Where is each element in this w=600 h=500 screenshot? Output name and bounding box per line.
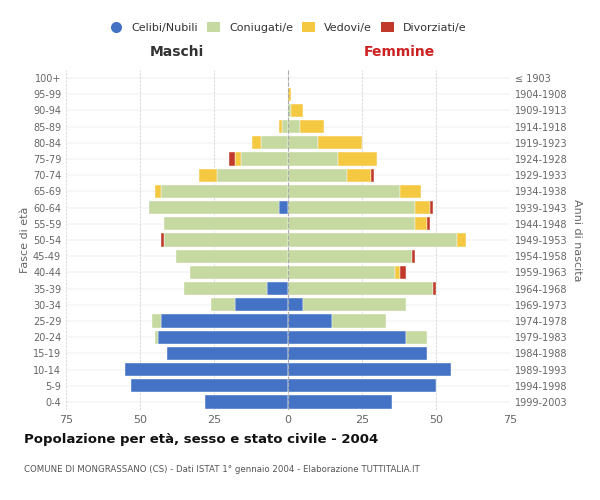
Bar <box>406 330 427 344</box>
Y-axis label: Fasce di età: Fasce di età <box>20 207 30 273</box>
Bar <box>300 120 323 134</box>
Bar <box>457 234 466 246</box>
Bar <box>347 168 371 182</box>
Bar <box>395 266 400 279</box>
Bar <box>164 234 288 246</box>
Bar <box>288 330 406 344</box>
Bar <box>288 282 433 295</box>
Bar <box>371 168 374 182</box>
Text: Maschi: Maschi <box>150 44 204 59</box>
Bar <box>291 104 303 117</box>
Bar <box>241 152 288 166</box>
Text: Femmine: Femmine <box>364 44 434 59</box>
Bar <box>288 346 427 360</box>
Bar <box>415 201 430 214</box>
Bar <box>430 201 433 214</box>
Bar <box>262 136 288 149</box>
Bar <box>303 298 406 312</box>
Bar <box>288 168 347 182</box>
Bar <box>288 88 291 101</box>
Bar <box>176 250 288 263</box>
Bar <box>279 201 288 214</box>
Bar <box>152 314 161 328</box>
Bar <box>288 120 300 134</box>
Bar <box>288 266 395 279</box>
Bar <box>229 152 235 166</box>
Y-axis label: Anni di nascita: Anni di nascita <box>572 198 581 281</box>
Bar <box>427 217 430 230</box>
Bar <box>164 217 288 230</box>
Bar <box>167 346 288 360</box>
Bar <box>190 266 288 279</box>
Bar <box>288 152 338 166</box>
Bar <box>155 185 161 198</box>
Bar <box>288 185 400 198</box>
Bar <box>158 330 288 344</box>
Bar <box>235 152 241 166</box>
Bar <box>332 314 386 328</box>
Bar <box>288 396 392 408</box>
Bar <box>253 136 262 149</box>
Bar <box>338 152 377 166</box>
Bar <box>184 282 267 295</box>
Bar <box>415 217 427 230</box>
Bar <box>400 185 421 198</box>
Bar <box>267 282 288 295</box>
Bar <box>161 185 288 198</box>
Bar <box>279 120 282 134</box>
Bar <box>155 330 158 344</box>
Bar <box>282 120 288 134</box>
Bar <box>288 201 415 214</box>
Bar <box>288 379 436 392</box>
Bar <box>125 363 288 376</box>
Bar <box>288 136 317 149</box>
Bar <box>149 201 279 214</box>
Bar <box>235 298 288 312</box>
Bar <box>161 314 288 328</box>
Bar <box>288 250 412 263</box>
Bar <box>211 298 235 312</box>
Bar <box>161 234 164 246</box>
Bar <box>288 217 415 230</box>
Bar <box>288 234 457 246</box>
Bar <box>288 363 451 376</box>
Bar <box>317 136 362 149</box>
Bar <box>217 168 288 182</box>
Bar <box>412 250 415 263</box>
Bar <box>288 298 303 312</box>
Bar <box>199 168 217 182</box>
Text: COMUNE DI MONGRASSANO (CS) - Dati ISTAT 1° gennaio 2004 - Elaborazione TUTTITALI: COMUNE DI MONGRASSANO (CS) - Dati ISTAT … <box>24 465 420 474</box>
Bar <box>288 314 332 328</box>
Bar <box>433 282 436 295</box>
Bar <box>205 396 288 408</box>
Legend: Celibi/Nubili, Coniugati/e, Vedovi/e, Divorziati/e: Celibi/Nubili, Coniugati/e, Vedovi/e, Di… <box>105 18 471 38</box>
Text: Popolazione per età, sesso e stato civile - 2004: Popolazione per età, sesso e stato civil… <box>24 432 378 446</box>
Bar <box>288 104 291 117</box>
Bar <box>131 379 288 392</box>
Bar <box>400 266 406 279</box>
